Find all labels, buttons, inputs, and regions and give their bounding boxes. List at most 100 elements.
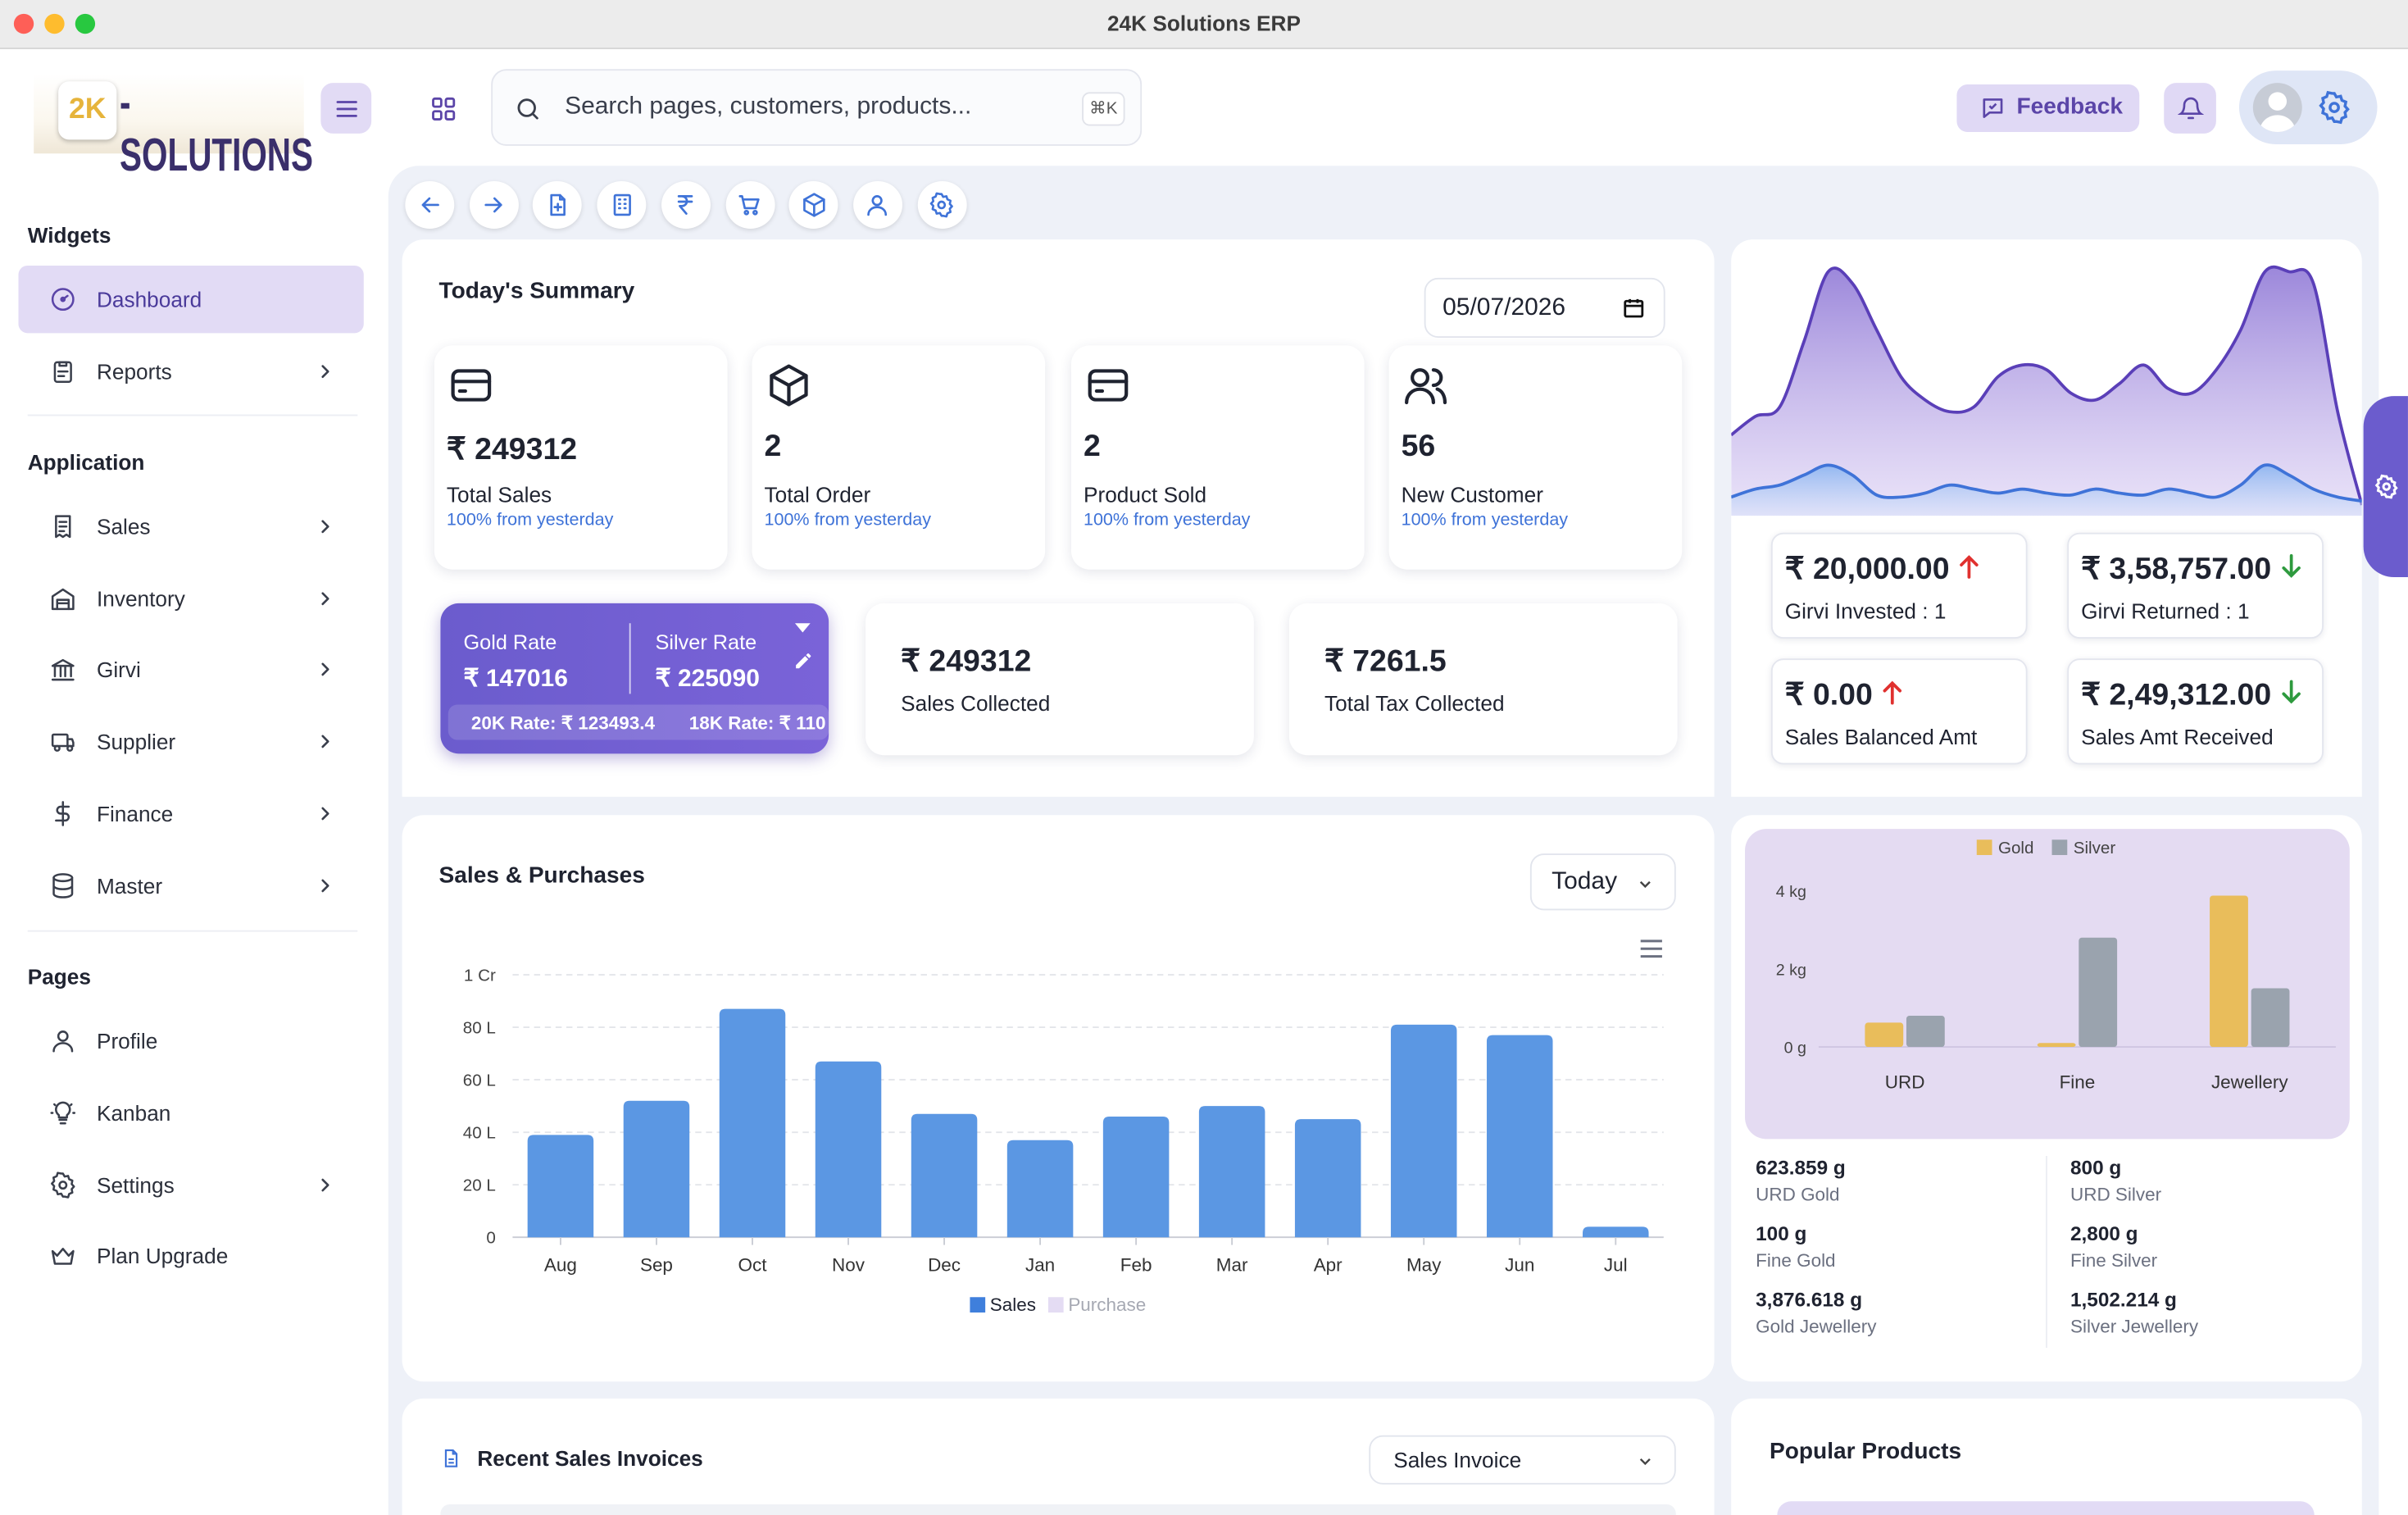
- hamburger-icon: [335, 100, 357, 116]
- popular-product-item[interactable]: [1777, 1501, 2315, 1515]
- sales-bar[interactable]: [1583, 1226, 1649, 1238]
- user-icon: [52, 1030, 74, 1053]
- minimize-window-button[interactable]: [44, 13, 65, 34]
- sidebar-item-supplier[interactable]: Supplier: [18, 707, 363, 775]
- quick-rupee-button[interactable]: [661, 180, 711, 230]
- gold-rate-value: ₹ 147016: [463, 666, 568, 693]
- sidebar-item-settings[interactable]: Settings: [18, 1151, 363, 1218]
- quick-file-plus-button[interactable]: [533, 180, 583, 230]
- warehouse-icon: [51, 588, 75, 611]
- sales-bar[interactable]: [719, 1008, 786, 1238]
- sales-bar[interactable]: [527, 1135, 594, 1238]
- search-input[interactable]: Search pages, customers, products... ⌘K: [491, 69, 1143, 146]
- feedback-button[interactable]: Feedback: [1956, 84, 2140, 133]
- quick-arrow-left-button[interactable]: [405, 180, 455, 230]
- x-tick-label: Apr: [1314, 1254, 1343, 1275]
- gold-bar[interactable]: [2210, 895, 2248, 1048]
- sidebar-item-plan-upgrade[interactable]: Plan Upgrade: [18, 1222, 363, 1290]
- sales-bar[interactable]: [1486, 1035, 1553, 1238]
- chevron-right-icon: [321, 807, 329, 821]
- sales-bar[interactable]: [1198, 1106, 1265, 1238]
- profile-menu[interactable]: [2238, 71, 2378, 145]
- menu-toggle-button[interactable]: [320, 83, 372, 134]
- stat-card-new-customer[interactable]: 56 New Customer 100% from yesterday: [1388, 345, 1683, 570]
- y-tick-label: 0 g: [1784, 1040, 1806, 1058]
- sidebar-item-girvi[interactable]: Girvi: [18, 635, 363, 703]
- quick-arrow-right-button[interactable]: [469, 180, 519, 230]
- sidebar-item-label: Supplier: [96, 729, 176, 754]
- window-title: 24K Solutions ERP: [1106, 11, 1301, 36]
- legend-gold-label: Gold: [1998, 839, 2033, 858]
- gold-silver-rate-card[interactable]: Gold Rate ₹ 147016 Silver Rate ₹ 225090 …: [440, 603, 829, 754]
- gold-bar[interactable]: [2037, 1043, 2076, 1048]
- sidebar-item-sales[interactable]: Sales: [18, 493, 363, 560]
- sidebar-item-profile[interactable]: Profile: [18, 1007, 363, 1074]
- stat-card-total-sales[interactable]: ₹ 249312 Total Sales 100% from yesterday: [434, 345, 728, 570]
- sidebar-item-dashboard[interactable]: Dashboard: [18, 265, 364, 334]
- sales-collected-label: Sales Collected: [901, 690, 1051, 716]
- silver-bar[interactable]: [2251, 988, 2290, 1048]
- sidebar-item-reports[interactable]: Reports: [18, 338, 363, 405]
- apps-grid-button[interactable]: [417, 83, 468, 134]
- quick-building-button[interactable]: [597, 180, 647, 230]
- card-icon: [1088, 369, 1129, 402]
- app-logo[interactable]: 2K -SOLUTIONS: [34, 73, 313, 181]
- users-icon: [1405, 368, 1447, 405]
- quick-cart-button[interactable]: [725, 180, 775, 230]
- sales-bar[interactable]: [623, 1100, 690, 1238]
- stat-card-total-order[interactable]: 2 Total Order 100% from yesterday: [752, 345, 1046, 570]
- maximize-window-button[interactable]: [75, 13, 96, 34]
- sales-bar[interactable]: [1006, 1140, 1074, 1238]
- silver-bar[interactable]: [1906, 1015, 1945, 1048]
- quick-user-button[interactable]: [852, 180, 902, 230]
- girvi-card-girvi-returned[interactable]: ₹ 3,58,757.00 Girvi Returned : 1: [2067, 532, 2324, 639]
- feedback-icon: [1983, 98, 2003, 118]
- quick-gear-button[interactable]: [916, 180, 966, 230]
- sales-bar[interactable]: [815, 1061, 882, 1238]
- sidebar-item-finance[interactable]: Finance: [18, 780, 363, 847]
- arrow-up-icon: [1960, 555, 1979, 579]
- sales-bar[interactable]: [1294, 1119, 1361, 1238]
- legend-purchase[interactable]: Purchase: [1047, 1294, 1146, 1316]
- settings-drawer-tab[interactable]: [2363, 396, 2408, 578]
- avatar[interactable]: [2252, 83, 2302, 133]
- chart-menu-icon[interactable]: [1639, 938, 1664, 959]
- metal-stat-label: Gold Jewellery: [1756, 1315, 1877, 1337]
- metal-stat-label: URD Gold: [1756, 1183, 1840, 1205]
- area-series-2-line: [1731, 463, 2362, 503]
- girvi-card-sales-balanced-amt[interactable]: ₹ 0.00 Sales Balanced Amt: [1770, 658, 2028, 765]
- y-tick-label: 20 L: [463, 1176, 496, 1195]
- invoice-table-header: [440, 1504, 1676, 1515]
- grid-icon: [431, 96, 455, 121]
- metal-stat-label: Fine Gold: [1756, 1249, 1836, 1272]
- period-select[interactable]: Today: [1529, 853, 1676, 911]
- sales-bar[interactable]: [1390, 1024, 1457, 1238]
- receipt-icon: [55, 515, 71, 539]
- stat-label: Product Sold: [1083, 481, 1207, 507]
- girvi-card-girvi-invested[interactable]: ₹ 20,000.00 Girvi Invested : 1: [1770, 532, 2028, 639]
- silver-bar[interactable]: [2079, 937, 2118, 1048]
- stat-change: 100% from yesterday: [1083, 511, 1251, 530]
- notifications-button[interactable]: [2164, 83, 2216, 134]
- sidebar-item-kanban[interactable]: Kanban: [18, 1079, 363, 1146]
- metal-bar-chart: Gold Silver 0 g 2 kg 4 kg URD Fine Jewellery: [1776, 839, 2336, 1093]
- x-tick-label: Oct: [738, 1254, 768, 1275]
- girvi-card-sales-amt-received[interactable]: ₹ 2,49,312.00 Sales Amt Received: [2067, 658, 2324, 765]
- x-tick-label: Jun: [1505, 1254, 1534, 1275]
- caret-down-icon[interactable]: [793, 620, 811, 635]
- chevron-down-icon: [1639, 880, 1651, 889]
- sidebar-item-master[interactable]: Master: [18, 852, 363, 919]
- legend-sales[interactable]: Sales: [970, 1294, 1036, 1316]
- date-picker[interactable]: 05/07/2026: [1424, 277, 1665, 338]
- close-window-button[interactable]: [13, 13, 34, 34]
- sales-bar[interactable]: [1102, 1116, 1170, 1238]
- gold-bar[interactable]: [1865, 1022, 1904, 1048]
- quick-box-button[interactable]: [788, 180, 838, 230]
- sales-bar[interactable]: [911, 1113, 978, 1238]
- tax-collected-value: ₹ 7261.5: [1324, 644, 1447, 679]
- edit-pencil-icon[interactable]: [793, 651, 813, 671]
- girvi-label: Girvi Invested : 1: [1784, 598, 1947, 624]
- sidebar-item-inventory[interactable]: Inventory: [18, 565, 363, 632]
- stat-card-product-sold[interactable]: 2 Product Sold 100% from yesterday: [1071, 345, 1365, 570]
- invoice-type-select[interactable]: Sales Invoice: [1369, 1435, 1676, 1485]
